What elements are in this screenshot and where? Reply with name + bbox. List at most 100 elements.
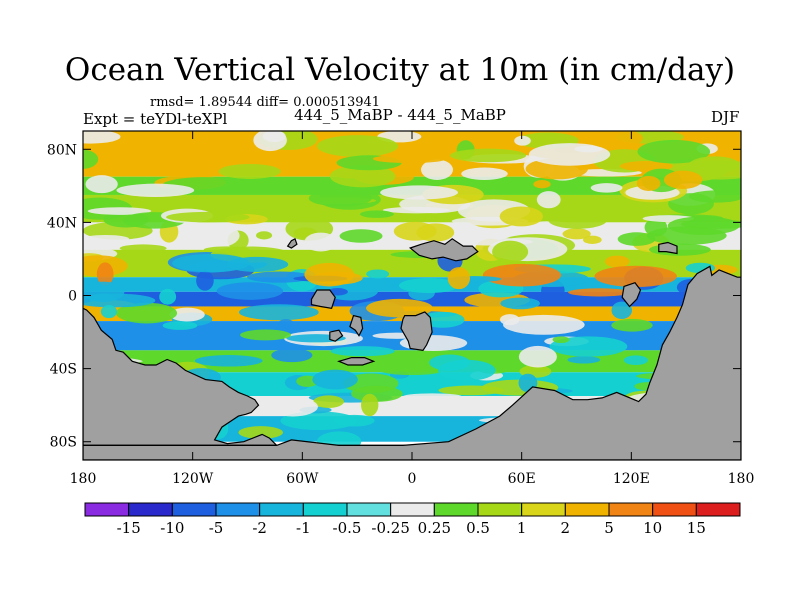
x-tick-label: 0: [408, 471, 417, 487]
field-patch: [663, 170, 703, 189]
field-patch: [372, 154, 447, 164]
chart-title: Ocean Vertical Velocity at 10m (in cm/da…: [64, 52, 736, 88]
colorbar-label: -10: [160, 519, 184, 537]
land-polygon-11: [286, 237, 298, 249]
field-patch: [333, 414, 375, 427]
y-tick-label: 80N: [47, 142, 77, 158]
field-patch: [238, 304, 319, 321]
field-patch: [461, 167, 508, 181]
land-polygon-0: [83, 307, 279, 446]
field-patch: [196, 270, 214, 291]
colorbar-label: -2: [252, 519, 267, 537]
colorbar-label: -5: [209, 519, 224, 537]
field-patch: [447, 267, 471, 290]
colorbar-label: -0.25: [371, 519, 409, 537]
field-patch: [119, 244, 167, 253]
colorbar-label: 5: [604, 519, 614, 537]
field-patch: [83, 234, 130, 243]
field-patch: [611, 301, 633, 320]
rmsd-diff-stats: rmsd= 1.89544 diff= 0.000513941: [150, 95, 381, 110]
field-patch: [667, 216, 740, 236]
field-patch: [380, 185, 458, 200]
field-patch: [277, 319, 295, 330]
field-patch: [366, 298, 433, 318]
colorbar-swatch: [171, 502, 217, 517]
field-patch: [499, 314, 520, 326]
land-polygon-7: [400, 311, 433, 351]
land-polygon-2: [83, 265, 741, 460]
x-tick-label: 60E: [508, 471, 536, 487]
colorbar-label: 10: [643, 519, 662, 537]
field-patch: [552, 336, 570, 344]
field-patch: [536, 191, 561, 209]
field-patch: [636, 175, 661, 191]
field-patch: [87, 207, 152, 215]
field-patch: [339, 229, 383, 243]
field-band-10: [83, 372, 741, 397]
field-patch: [518, 345, 557, 368]
colorbar-label: -0.5: [333, 519, 362, 537]
colorbar-label: 2: [561, 519, 571, 537]
colorbar-swatch: [128, 502, 173, 517]
y-tick-label: 40N: [47, 215, 77, 231]
colorbar-swatch: [695, 502, 741, 517]
field-patch: [194, 355, 263, 367]
field-patch: [499, 206, 543, 227]
colorbar-label: 1: [517, 519, 527, 537]
land-polygon-4: [349, 314, 364, 337]
colorbar-swatch: [215, 502, 261, 517]
x-tick-label: 120E: [613, 471, 650, 487]
field-patch: [644, 218, 668, 237]
field-patch: [438, 385, 505, 396]
field-patch: [567, 356, 601, 364]
colorbar-swatch: [302, 502, 348, 517]
field-patch: [238, 426, 284, 439]
land-polygon-8: [408, 238, 479, 262]
field-patch: [503, 314, 585, 335]
field-patch: [159, 288, 177, 305]
field-patch: [402, 393, 463, 400]
field-patch: [416, 223, 455, 242]
field-patch: [568, 288, 631, 297]
field-patch: [271, 348, 313, 363]
field-patch: [604, 255, 630, 268]
field-patch: [377, 363, 447, 376]
field-patch: [637, 139, 711, 164]
colorbar-swatch: [259, 502, 304, 517]
field-patch: [450, 148, 527, 163]
land-polygon-9: [658, 241, 678, 255]
colorbar-swatch: [608, 502, 654, 517]
field-patch: [83, 149, 99, 169]
y-tick-label: 80S: [50, 435, 77, 451]
field-patch: [304, 232, 338, 252]
field-patch: [267, 396, 318, 417]
colorbar-swatch: [346, 502, 392, 517]
field-patch: [611, 318, 653, 332]
land-polygon-5: [329, 329, 344, 342]
field-patch: [492, 240, 529, 263]
colorbar-label: 0.5: [466, 519, 490, 537]
field-patch: [594, 265, 677, 288]
field-patch: [470, 396, 528, 405]
field-patch: [83, 293, 156, 308]
field-patch: [420, 311, 465, 328]
field-patch: [549, 336, 628, 357]
colorbar-swatch: [390, 502, 435, 517]
field-patch: [96, 262, 114, 286]
field-patch: [482, 263, 562, 287]
field-patch: [429, 354, 471, 371]
field-patch: [203, 246, 250, 253]
field-patch: [586, 131, 643, 149]
field-patch: [192, 223, 240, 248]
field-patch: [514, 135, 531, 146]
colorbar-swatch: [84, 502, 130, 517]
colorbar-swatch: [433, 502, 479, 517]
field-patch: [100, 305, 117, 319]
field-patch: [316, 135, 399, 157]
field-patch: [83, 131, 121, 144]
case-label: 444_5_MaBP - 444_5_MaBP: [294, 106, 506, 124]
land-polygon-3: [310, 289, 336, 309]
colorbar-label: -15: [117, 519, 141, 537]
colorbar-swatch: [652, 502, 697, 517]
